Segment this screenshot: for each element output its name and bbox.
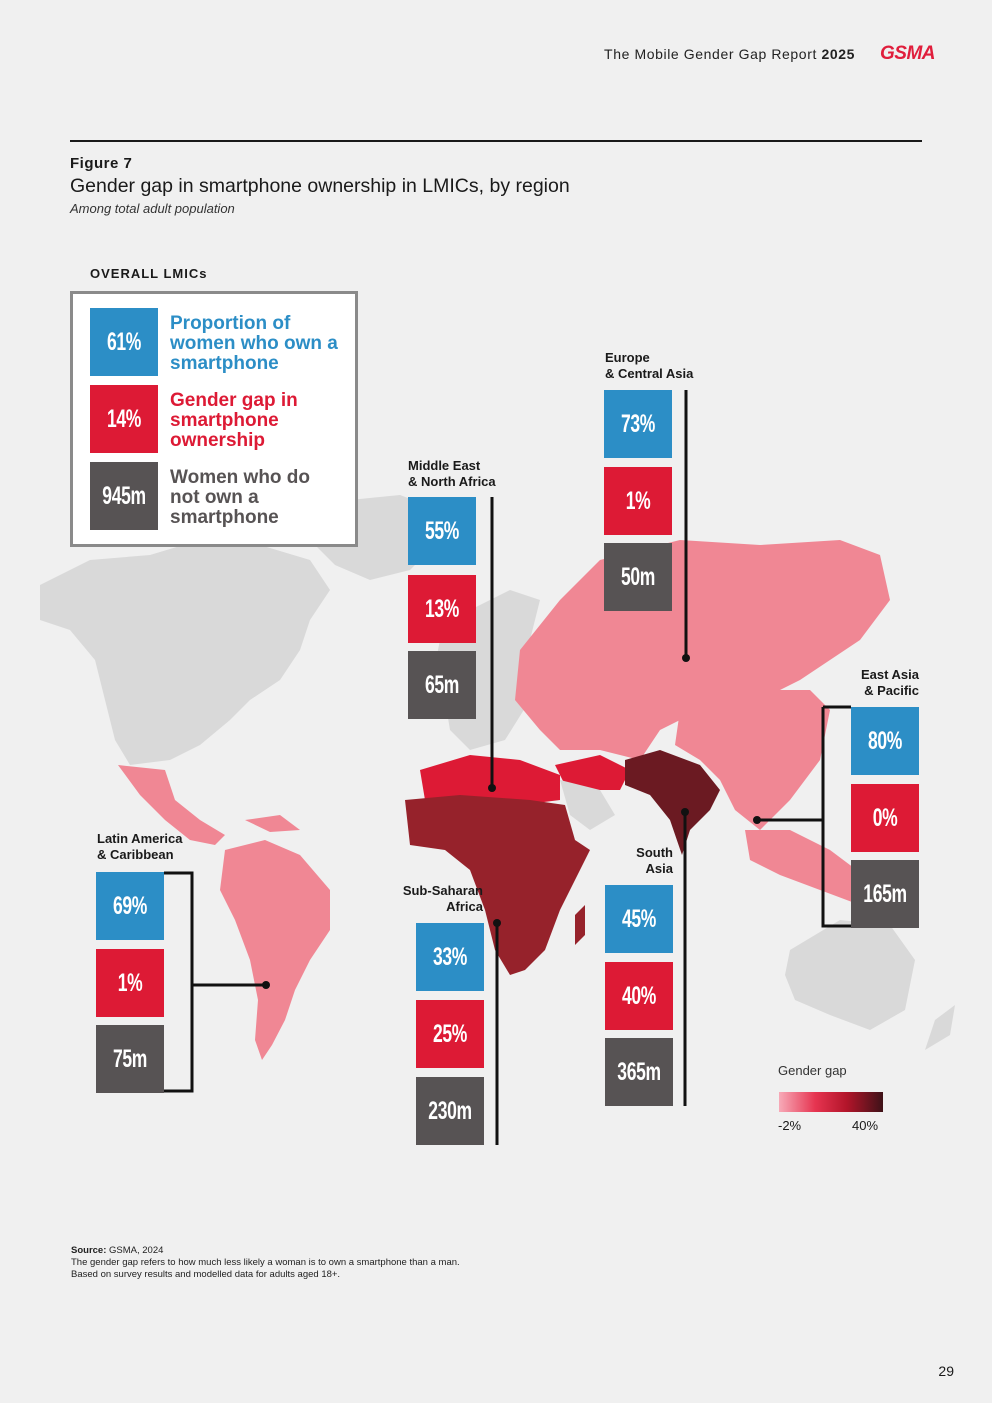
ssa-own-square: 33% [416, 923, 484, 991]
sa-own-value: 45% [622, 904, 656, 933]
eca-gap-value: 1% [625, 486, 651, 515]
overall-legend-box: 61% Proportion of women who own a smartp… [70, 291, 358, 547]
sa-name2: Asia [645, 861, 673, 876]
mena-name2: & North Africa [408, 474, 496, 489]
eca-label: Europe & Central Asia [605, 350, 693, 382]
map-sub-saharan-africa [405, 795, 590, 975]
overall-notown-text: Women who do not own a smartphone [170, 467, 311, 528]
sa-notown-square: 365m [605, 1038, 673, 1106]
sa-gap-value: 40% [622, 981, 656, 1010]
map-mexico [118, 765, 225, 845]
mena-name1: Middle East [408, 458, 481, 473]
eap-name2: & Pacific [864, 683, 919, 698]
eca-notown-value: 50m [621, 562, 655, 591]
map-madagascar [575, 905, 585, 945]
lac-gap-value: 1% [117, 968, 143, 997]
sa-own-square: 45% [605, 885, 673, 953]
eap-label: East Asia & Pacific [840, 667, 919, 699]
map-south-asia [625, 750, 720, 855]
ssa-name2: Africa [446, 899, 483, 914]
overall-own-value: 61% [107, 327, 141, 356]
lac-own-square: 69% [96, 872, 164, 940]
sa-gap-square: 40% [605, 962, 673, 1030]
gsma-logo: GSMA [880, 43, 936, 64]
ssa-notown-value: 230m [428, 1096, 472, 1125]
eca-name2: & Central Asia [605, 366, 694, 381]
map-arabia [560, 780, 615, 830]
gender-gap-max: 40% [852, 1118, 879, 1133]
lac-notown-square: 75m [96, 1025, 164, 1093]
figure-label: Figure 7 [70, 155, 133, 172]
mena-notown-square: 65m [408, 651, 476, 719]
ssa-gap-square: 25% [416, 1000, 484, 1068]
mena-own-value: 55% [425, 516, 459, 545]
gender-gap-legend-title: Gender gap [778, 1063, 847, 1078]
mena-own-square: 55% [408, 497, 476, 565]
sa-label: South Asia [620, 845, 673, 877]
map-australia [785, 920, 915, 1030]
sa-name1: South [636, 845, 673, 860]
eap-name1: East Asia [860, 667, 919, 682]
ssa-gap-value: 25% [433, 1019, 467, 1048]
mena-gap-square: 13% [408, 575, 476, 643]
overall-own-square: 61% [90, 308, 158, 376]
map-new-zealand [925, 1005, 955, 1050]
ssa-label: Sub-Saharan Africa [390, 883, 483, 915]
overall-gap-text: Gender gap in smartphone ownership [170, 390, 298, 451]
figure-subtitle: Among total adult population [70, 201, 235, 216]
eap-notown-square: 165m [851, 860, 919, 928]
overall-notown-value: 945m [102, 481, 146, 510]
eap-own-square: 80% [851, 707, 919, 775]
eap-gap-square: 0% [851, 784, 919, 852]
source-notes: Source: GSMA, 2024 The gender gap refers… [71, 1245, 460, 1281]
map-middle-east [555, 755, 630, 790]
lac-label: Latin America & Caribbean [97, 831, 183, 863]
ssa-own-value: 33% [433, 942, 467, 971]
map-south-america [220, 840, 330, 1060]
figure-title: Gender gap in smartphone ownership in LM… [70, 175, 570, 197]
source-note-2: Based on survey results and modelled dat… [71, 1269, 341, 1280]
report-year: 2025 [821, 46, 855, 62]
eca-own-square: 73% [604, 390, 672, 458]
eca-gap-square: 1% [604, 467, 672, 535]
map-north-africa [420, 755, 560, 805]
mena-gap-value: 13% [425, 594, 459, 623]
map-caribbean [245, 815, 300, 832]
eap-own-value: 80% [868, 726, 902, 755]
gender-gap-min: -2% [778, 1118, 802, 1133]
report-title: The Mobile Gender Gap Report [604, 46, 817, 62]
ssa-notown-square: 230m [416, 1077, 484, 1145]
sa-notown-value: 365m [617, 1057, 661, 1086]
eap-notown-value: 165m [863, 879, 907, 908]
overall-own-text: Proportion of women who own a smartphone [170, 313, 338, 374]
map-east-asia [675, 690, 830, 830]
report-header: The Mobile Gender Gap Report 2025 [604, 46, 855, 62]
source-note-1: The gender gap refers to how much less l… [71, 1257, 460, 1268]
lac-notown-value: 75m [113, 1044, 147, 1073]
source-label: Source: [71, 1245, 107, 1256]
eca-own-value: 73% [621, 409, 655, 438]
mena-label: Middle East & North Africa [408, 458, 496, 490]
lac-name2: & Caribbean [97, 847, 174, 862]
overall-label: OVERALL LMICs [90, 266, 208, 281]
overall-gap-square: 14% [90, 385, 158, 453]
lac-name1: Latin America [97, 831, 183, 846]
eca-name1: Europe [605, 350, 650, 365]
map-north-america [40, 540, 330, 765]
overall-gap-value: 14% [107, 404, 141, 433]
overall-notown-square: 945m [90, 462, 158, 530]
eap-gap-value: 0% [872, 803, 898, 832]
ssa-name1: Sub-Saharan [402, 883, 483, 898]
header-rule [70, 140, 922, 142]
page-number: 29 [938, 1363, 954, 1379]
eca-notown-square: 50m [604, 543, 672, 611]
source-text: GSMA, 2024 [109, 1245, 164, 1256]
lac-gap-square: 1% [96, 949, 164, 1017]
gender-gap-gradient [779, 1092, 883, 1112]
lac-own-value: 69% [113, 891, 147, 920]
mena-notown-value: 65m [425, 670, 459, 699]
